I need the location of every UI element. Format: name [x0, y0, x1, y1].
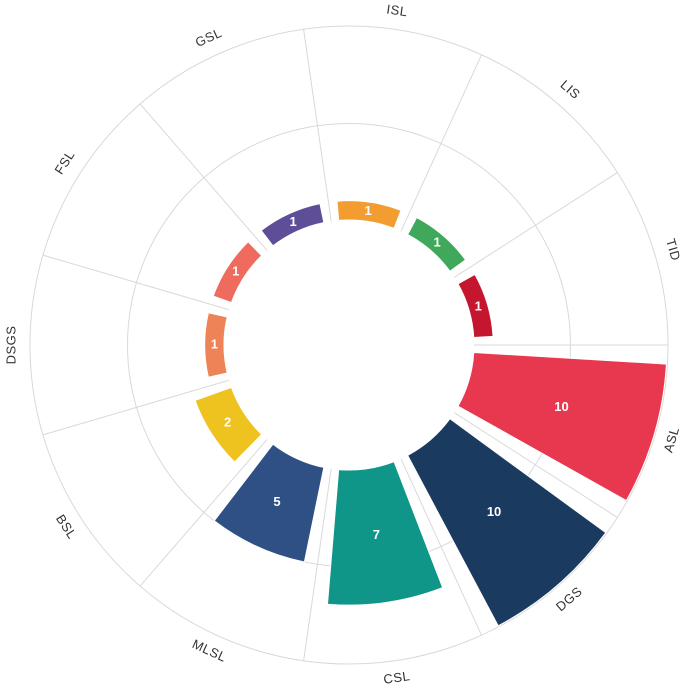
spoke: [400, 54, 482, 232]
spoke: [42, 254, 230, 311]
value-label: 7: [373, 527, 380, 542]
value-label: 1: [211, 336, 218, 351]
bar: [457, 273, 494, 339]
category-label: ISL: [386, 1, 409, 19]
value-label: 10: [487, 504, 501, 519]
category-label: CSL: [382, 668, 411, 687]
spoke: [303, 29, 332, 222]
value-label: 10: [554, 399, 568, 414]
value-label: 1: [365, 203, 372, 218]
spoke: [42, 379, 230, 436]
spoke: [400, 458, 482, 636]
bar: [194, 386, 263, 463]
value-label: 2: [224, 414, 231, 429]
category-label: DSGS: [3, 326, 18, 365]
bar: [457, 351, 667, 502]
spoke: [453, 172, 618, 278]
value-label: 1: [434, 235, 441, 250]
bar: [406, 216, 467, 272]
value-label: 1: [475, 299, 482, 314]
bar: [406, 418, 607, 627]
category-label: MLSL: [190, 636, 229, 665]
category-label: GSL: [193, 25, 224, 50]
value-label: 1: [289, 214, 296, 229]
category-label: TID: [663, 237, 684, 263]
category-label: DGS: [553, 584, 585, 615]
spoke: [453, 412, 618, 518]
spoke: [139, 103, 268, 251]
category-label: ASL: [660, 425, 682, 454]
bar: [326, 460, 444, 606]
bar: [213, 443, 325, 563]
bar: [204, 312, 228, 378]
spoke: [139, 439, 268, 587]
bar: [212, 241, 263, 304]
bar: [336, 200, 402, 230]
category-label: FSL: [51, 148, 77, 177]
category-label: LIS: [558, 77, 584, 102]
value-label: 5: [273, 494, 280, 509]
category-label: BSL: [53, 512, 80, 542]
value-label: 1: [232, 264, 239, 279]
spoke: [303, 468, 332, 661]
bar: [260, 203, 325, 247]
